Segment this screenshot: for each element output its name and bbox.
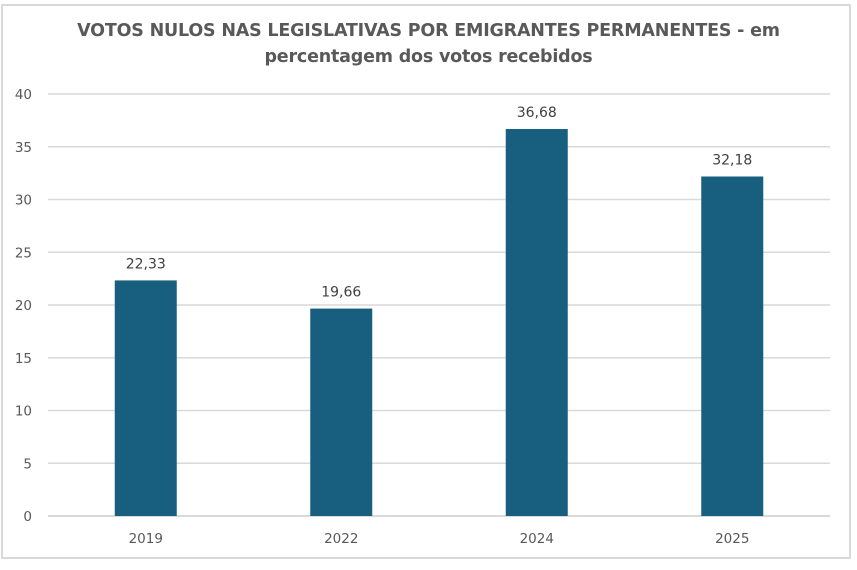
y-tick-label: 35: [15, 140, 32, 156]
data-labels: 22,33 19,66 36,68 32,18: [126, 105, 753, 301]
y-tick-label: 20: [15, 298, 32, 314]
y-axis-ticks: 0 5 10 15 20 25 30 35 40: [15, 87, 32, 525]
x-tick-label: 2024: [520, 531, 554, 547]
x-tick-label: 2025: [715, 531, 749, 547]
x-tick-label: 2019: [129, 531, 163, 547]
y-tick-label: 0: [23, 509, 32, 525]
data-label: 22,33: [126, 256, 166, 272]
gridlines: [48, 93, 830, 517]
chart-title-line2: percentagem dos votos recebidos: [264, 47, 593, 67]
chart-title-line1: VOTOS NULOS NAS LEGISLATIVAS POR EMIGRAN…: [77, 21, 780, 41]
bar: [114, 280, 177, 516]
data-label: 32,18: [712, 153, 752, 169]
y-tick-label: 5: [23, 456, 32, 472]
bar: [310, 308, 373, 516]
chart-title: VOTOS NULOS NAS LEGISLATIVAS POR EMIGRAN…: [0, 18, 857, 70]
y-tick-label: 25: [15, 245, 32, 261]
y-tick-label: 10: [15, 404, 32, 420]
bars: [114, 129, 764, 516]
bar: [505, 129, 568, 516]
y-tick-label: 15: [15, 351, 32, 367]
data-label: 36,68: [517, 105, 557, 121]
x-axis-ticks: 2019 2022 2024 2025: [129, 531, 750, 547]
x-tick-label: 2022: [324, 531, 358, 547]
y-tick-label: 40: [15, 87, 32, 103]
y-tick-label: 30: [15, 193, 32, 209]
data-label: 19,66: [321, 285, 361, 301]
bar: [701, 176, 764, 516]
